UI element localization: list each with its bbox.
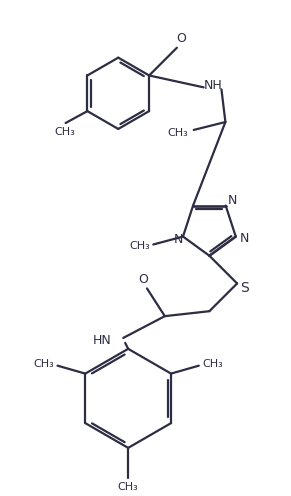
- Text: CH₃: CH₃: [202, 359, 223, 369]
- Text: N: N: [240, 232, 249, 245]
- Text: S: S: [240, 281, 249, 296]
- Text: CH₃: CH₃: [118, 483, 139, 493]
- Text: CH₃: CH₃: [54, 127, 75, 137]
- Text: O: O: [138, 273, 148, 286]
- Text: CH₃: CH₃: [33, 359, 54, 369]
- Text: N: N: [228, 194, 237, 207]
- Text: NH: NH: [204, 79, 223, 92]
- Text: N: N: [173, 233, 183, 246]
- Text: CH₃: CH₃: [168, 128, 188, 138]
- Text: HN: HN: [93, 334, 111, 347]
- Text: CH₃: CH₃: [129, 242, 150, 251]
- Text: O: O: [176, 32, 186, 45]
